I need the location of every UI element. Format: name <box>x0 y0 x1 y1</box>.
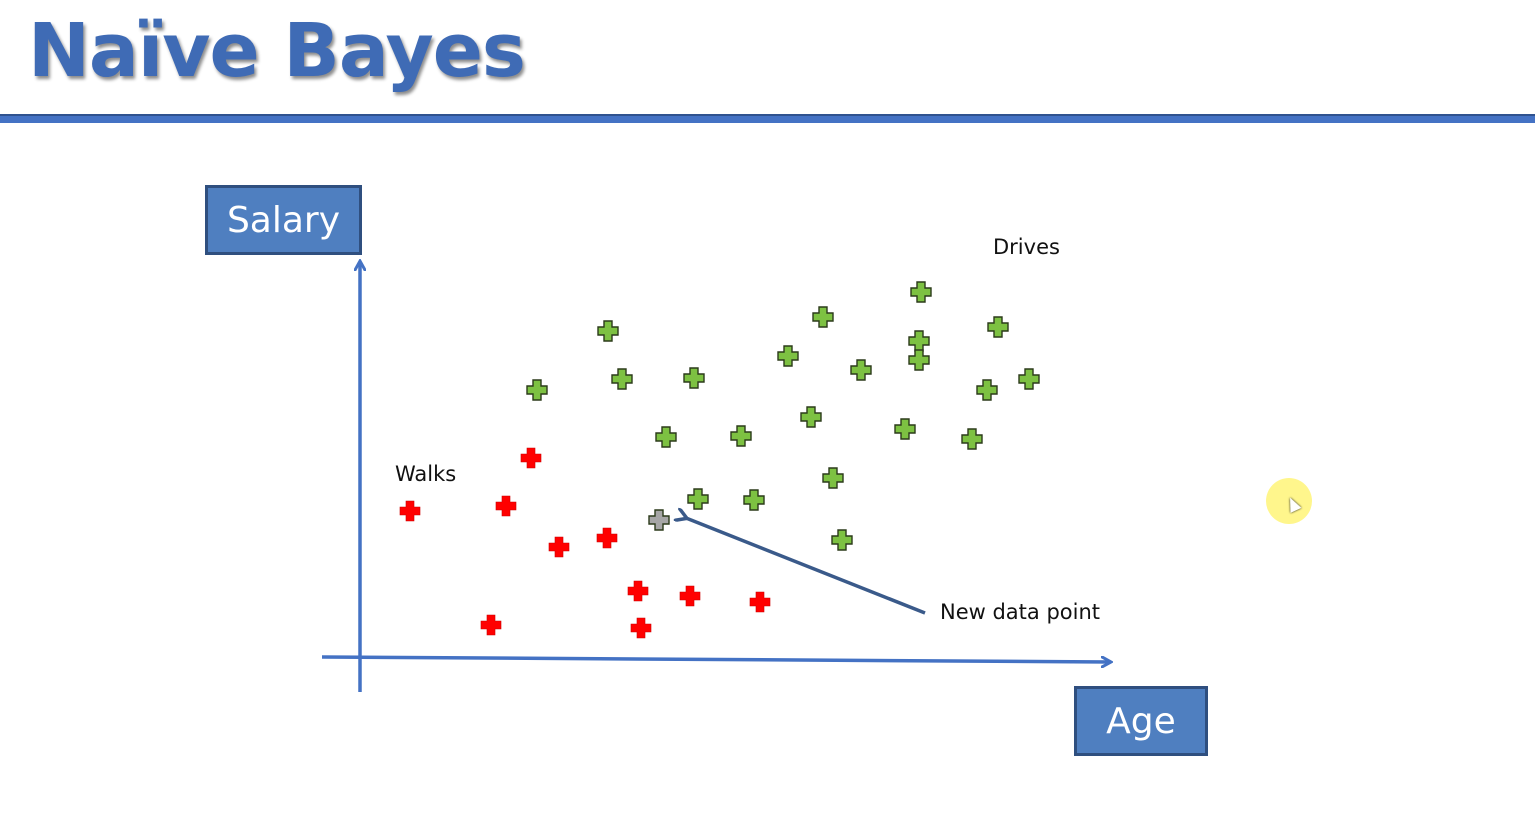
point-drives-7 <box>812 306 834 328</box>
point-drives-21 <box>910 281 932 303</box>
point-walks-5 <box>627 580 649 602</box>
point-drives-19 <box>987 316 1009 338</box>
point-walks-8 <box>749 591 771 613</box>
point-drives-5 <box>730 425 752 447</box>
point-drives-10 <box>800 406 822 428</box>
y-axis-label: Salary <box>205 185 362 255</box>
point-drives-6 <box>777 345 799 367</box>
point-walks-0 <box>399 500 421 522</box>
point-drives-9 <box>908 330 930 352</box>
title-divider <box>0 114 1535 123</box>
point-walks-6 <box>630 617 652 639</box>
point-drives-11 <box>894 418 916 440</box>
point-drives-2 <box>611 368 633 390</box>
annotation-walks: Walks <box>395 462 456 486</box>
point-drives-18 <box>976 379 998 401</box>
cursor-highlight <box>1266 478 1312 524</box>
point-drives-8 <box>850 359 872 381</box>
point-walks-1 <box>495 495 517 517</box>
point-drives-20 <box>1018 368 1040 390</box>
point-drives-4 <box>655 426 677 448</box>
point-walks-3 <box>548 536 570 558</box>
point-drives-1 <box>526 379 548 401</box>
new-point-pointer-arrow <box>686 518 926 615</box>
annotation-new-data-point: New data point <box>940 600 1100 624</box>
x-axis-label: Age <box>1074 686 1208 756</box>
slide-title: Naïve Bayes <box>28 8 526 94</box>
point-drives-13 <box>687 488 709 510</box>
point-drives-0 <box>597 320 619 342</box>
point-walks-7 <box>679 585 701 607</box>
point-walks-2 <box>520 447 542 469</box>
x-axis <box>321 655 1110 662</box>
point-drives-14 <box>743 489 765 511</box>
point-walks-9 <box>480 614 502 636</box>
data-points <box>399 281 1040 639</box>
point-walks-4 <box>596 527 618 549</box>
point-drives-3 <box>683 367 705 389</box>
point-drives-16 <box>831 529 853 551</box>
point-drives-17 <box>908 349 930 371</box>
point-new-data-point-0 <box>648 509 670 531</box>
annotation-drives: Drives <box>993 235 1060 259</box>
point-drives-15 <box>822 467 844 489</box>
point-drives-12 <box>961 428 983 450</box>
